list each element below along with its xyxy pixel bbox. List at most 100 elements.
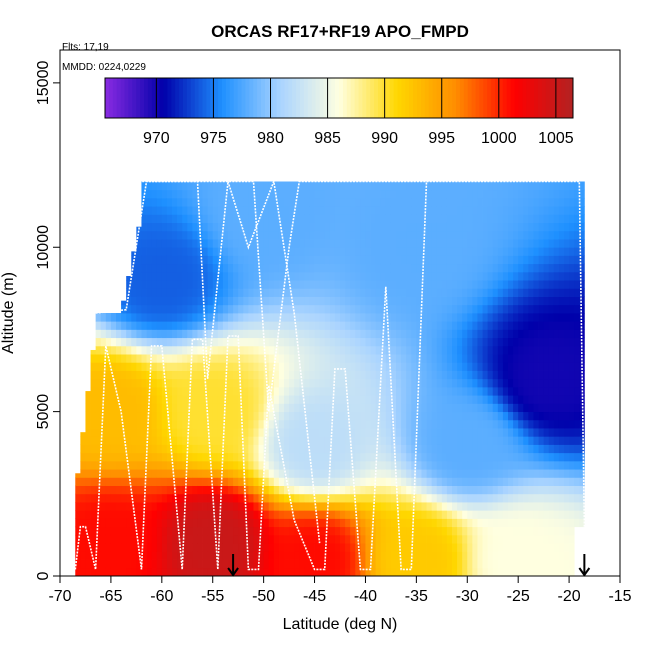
heatmap-cell [299, 337, 305, 347]
heatmap-cell [355, 452, 361, 462]
heatmap-cell [222, 255, 229, 265]
colorbar-swatch [417, 78, 422, 118]
heatmap-cell [360, 518, 366, 528]
heatmap-cell [319, 526, 326, 536]
heatmap-cell [548, 518, 555, 528]
heatmap-cell [350, 551, 356, 560]
heatmap-cell [156, 280, 163, 289]
heatmap-cell [238, 321, 244, 330]
heatmap-cell [518, 567, 524, 577]
heatmap-cell [508, 354, 514, 363]
heatmap-cell [319, 313, 326, 322]
heatmap-cell [263, 559, 270, 569]
heatmap-cell [477, 181, 483, 191]
heatmap-cell [401, 280, 407, 289]
heatmap-cell [558, 534, 565, 544]
heatmap-cell [192, 502, 198, 511]
heatmap-cell [467, 444, 473, 454]
heatmap-cell [462, 526, 468, 536]
chart-title: ORCAS RF17+RF19 APO_FMPD [211, 22, 469, 41]
heatmap-cell [309, 239, 315, 248]
heatmap-cell [289, 206, 295, 215]
heatmap-cell [131, 354, 137, 363]
heatmap-cell [396, 485, 402, 495]
heatmap-cell [350, 444, 356, 454]
heatmap-cell [436, 534, 443, 544]
heatmap-cell [558, 206, 565, 215]
heatmap-cell [268, 526, 275, 536]
heatmap-cell [289, 313, 295, 322]
heatmap-cell [426, 337, 433, 347]
heatmap-cell [197, 345, 203, 355]
heatmap-cell [431, 460, 438, 470]
heatmap-cell [543, 386, 550, 396]
heatmap-cell [263, 460, 270, 470]
heatmap-cell [482, 543, 489, 552]
heatmap-cell [197, 329, 203, 339]
heatmap-cell [146, 354, 153, 363]
heatmap-cell [482, 304, 489, 314]
heatmap-cell [299, 469, 305, 478]
heatmap-cell [202, 280, 209, 289]
heatmap-cell [401, 214, 407, 223]
heatmap-cell [574, 222, 580, 232]
heatmap-cell [574, 477, 580, 486]
heatmap-cell [299, 247, 305, 256]
heatmap-cell [569, 189, 575, 199]
heatmap-cell [141, 313, 147, 322]
heatmap-cell [278, 534, 285, 544]
heatmap-cell [462, 386, 468, 396]
heatmap-cell [436, 436, 443, 445]
heatmap-cell [457, 444, 463, 454]
heatmap-cell [100, 460, 107, 470]
heatmap-cell [543, 436, 550, 445]
colorbar-swatch [292, 78, 297, 118]
heatmap-cell [360, 543, 366, 552]
colorbar-swatch [405, 78, 410, 118]
heatmap-cell [258, 403, 265, 413]
heatmap-cell [538, 230, 545, 240]
heatmap-cell [462, 518, 468, 528]
heatmap-cell [299, 485, 305, 495]
heatmap-cell [136, 304, 142, 314]
heatmap-cell [370, 247, 377, 256]
heatmap-cell [477, 526, 483, 536]
heatmap-cell [228, 337, 234, 347]
heatmap-cell [334, 559, 341, 569]
heatmap-cell [217, 337, 224, 347]
heatmap-cell [360, 567, 366, 577]
colorbar-tick-label: 975 [200, 130, 227, 147]
heatmap-cell [253, 452, 259, 462]
heatmap-cell [85, 485, 91, 495]
heatmap-cell [569, 214, 575, 223]
heatmap-cell [273, 395, 280, 404]
heatmap-cell [243, 247, 249, 256]
heatmap-cell [197, 378, 203, 388]
heatmap-cell [472, 247, 478, 256]
heatmap-cell [457, 378, 463, 388]
heatmap-cell [80, 543, 86, 552]
heatmap-cell [513, 230, 519, 240]
heatmap-cell [446, 567, 453, 577]
heatmap-cell [334, 181, 341, 191]
heatmap-cell [187, 428, 193, 437]
heatmap-cell [100, 313, 107, 322]
heatmap-cell [436, 354, 443, 363]
heatmap-cell [110, 502, 117, 511]
heatmap-cell [457, 386, 463, 396]
heatmap-cell [462, 222, 468, 232]
heatmap-cell [350, 395, 356, 404]
heatmap-cell [548, 239, 555, 248]
colorbar-swatch [198, 78, 203, 118]
heatmap-cell [533, 485, 539, 495]
heatmap-cell [319, 280, 326, 289]
heatmap-cell [340, 543, 346, 552]
heatmap-cell [569, 526, 575, 536]
heatmap-cell [238, 337, 244, 347]
heatmap-cell [192, 197, 198, 207]
heatmap-cell [406, 189, 412, 199]
heatmap-cell [436, 247, 443, 256]
heatmap-cell [518, 378, 524, 388]
heatmap-cell [390, 452, 397, 462]
heatmap-cell [579, 230, 585, 240]
